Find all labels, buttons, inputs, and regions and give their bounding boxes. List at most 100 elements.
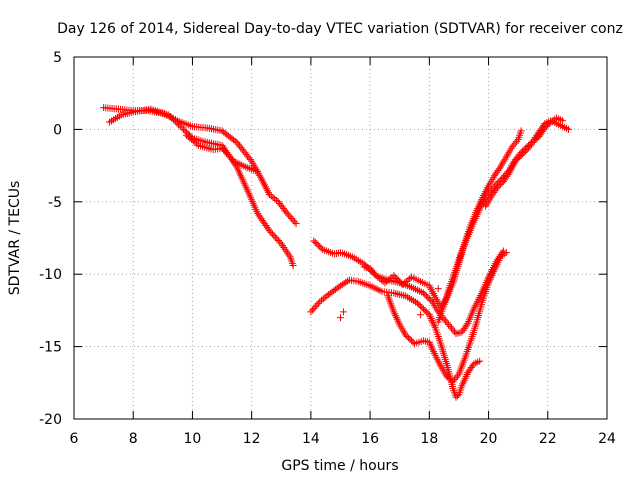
data-point-track-e — [311, 303, 319, 311]
data-point-track-b — [268, 230, 276, 238]
data-point-track-i — [529, 138, 537, 146]
data-point-track-a — [286, 213, 294, 221]
data-point-track-d — [446, 322, 454, 330]
data-point-track-c — [254, 167, 262, 175]
data-point-track-b — [171, 117, 179, 125]
data-point-track-b — [289, 262, 297, 270]
data-point-track-e — [413, 299, 421, 307]
data-point-track-b — [173, 119, 181, 127]
data-point-track-e — [476, 357, 484, 365]
data-point-track-g — [369, 268, 377, 276]
data-point-track-c — [184, 133, 192, 141]
data-point-track-e — [308, 306, 316, 314]
data-point-outliers — [416, 311, 424, 319]
data-point-track-g — [513, 137, 521, 145]
data-point-track-e — [452, 393, 460, 401]
data-point-track-i — [496, 180, 504, 188]
data-point-outliers — [434, 285, 442, 293]
data-point-track-b — [176, 122, 184, 130]
data-point-track-e — [418, 304, 426, 312]
data-point-track-g — [368, 266, 376, 274]
data-point-track-e — [337, 282, 344, 290]
data-point-track-c — [191, 138, 199, 146]
data-point-track-i — [541, 124, 549, 132]
data-point-track-c — [224, 151, 232, 159]
data-point-track-f — [406, 335, 414, 343]
data-point-track-g — [384, 276, 392, 284]
data-point-track-c — [183, 131, 191, 139]
data-point-track-e — [318, 296, 326, 304]
data-point-track-g — [495, 165, 503, 173]
data-point-track-e — [307, 308, 315, 316]
data-point-track-e — [313, 301, 321, 309]
data-point-track-a — [265, 191, 273, 199]
data-point-track-f — [403, 332, 411, 340]
data-point-track-d — [314, 241, 322, 249]
data-point-track-b — [166, 113, 174, 121]
data-point-track-b — [178, 124, 186, 132]
data-point-track-d — [448, 324, 456, 332]
data-point-track-i — [514, 154, 522, 162]
data-point-track-f — [452, 374, 460, 382]
data-marks — [100, 104, 573, 401]
data-point-track-e — [453, 392, 461, 400]
x-tick-label: 24 — [598, 431, 616, 447]
data-point-track-d — [499, 247, 507, 255]
data-point-track-c — [221, 147, 229, 155]
grid-lines — [74, 57, 607, 419]
data-point-track-i — [530, 137, 538, 145]
data-point-track-i — [542, 123, 550, 131]
data-point-track-b — [267, 228, 275, 236]
data-point-track-g — [393, 275, 401, 283]
data-point-track-e — [321, 293, 329, 301]
data-point-track-a — [269, 193, 277, 201]
data-point-track-a — [292, 220, 300, 228]
data-point-track-e — [416, 302, 424, 310]
data-point-track-d — [424, 293, 432, 301]
data-point-track-f — [405, 334, 413, 342]
data-point-track-d — [449, 326, 457, 334]
data-point-track-d — [421, 290, 429, 298]
data-point-track-d — [422, 292, 430, 300]
data-point-track-c — [227, 154, 235, 162]
data-point-track-e — [310, 304, 318, 312]
data-point-track-b — [181, 127, 189, 135]
data-point-track-e — [338, 281, 346, 289]
data-point-track-g — [376, 275, 384, 283]
data-point-track-i — [522, 147, 530, 155]
data-point-track-e — [344, 277, 352, 285]
data-point-track-c — [222, 149, 230, 157]
chart-title: Day 126 of 2014, Sidereal Day-to-day VTE… — [57, 21, 623, 37]
data-point-track-b — [274, 237, 282, 245]
data-point-track-g — [404, 276, 412, 284]
y-tick-label: 0 — [53, 122, 62, 138]
x-tick-label: 18 — [420, 431, 438, 447]
data-point-track-b — [265, 227, 273, 235]
y-tick-label: -15 — [39, 340, 62, 356]
data-point-track-g — [386, 275, 394, 283]
data-point-outliers — [339, 308, 347, 316]
x-tick-label: 10 — [184, 431, 202, 447]
data-point-track-d — [310, 237, 318, 245]
data-point-track-i — [495, 182, 503, 190]
data-point-track-f — [408, 337, 416, 345]
data-point-track-c — [225, 152, 233, 160]
data-point-track-i — [559, 117, 567, 125]
data-point-track-g — [374, 273, 382, 281]
data-point-track-c — [188, 136, 196, 144]
data-point-track-e — [422, 308, 430, 316]
data-point-track-i — [527, 140, 535, 148]
data-point-track-g — [517, 127, 525, 135]
data-point-track-a — [231, 137, 239, 145]
y-axis-label: SDTVAR / TECUs — [7, 181, 23, 296]
data-point-track-i — [513, 156, 521, 164]
data-point-track-d — [451, 328, 459, 336]
data-point-track-c — [189, 137, 197, 145]
x-tick-label: 22 — [539, 431, 557, 447]
data-point-track-f — [453, 372, 461, 380]
data-point-track-g — [402, 277, 410, 285]
data-point-track-a — [285, 211, 293, 219]
data-point-track-e — [314, 299, 322, 307]
data-point-track-i — [545, 120, 553, 128]
